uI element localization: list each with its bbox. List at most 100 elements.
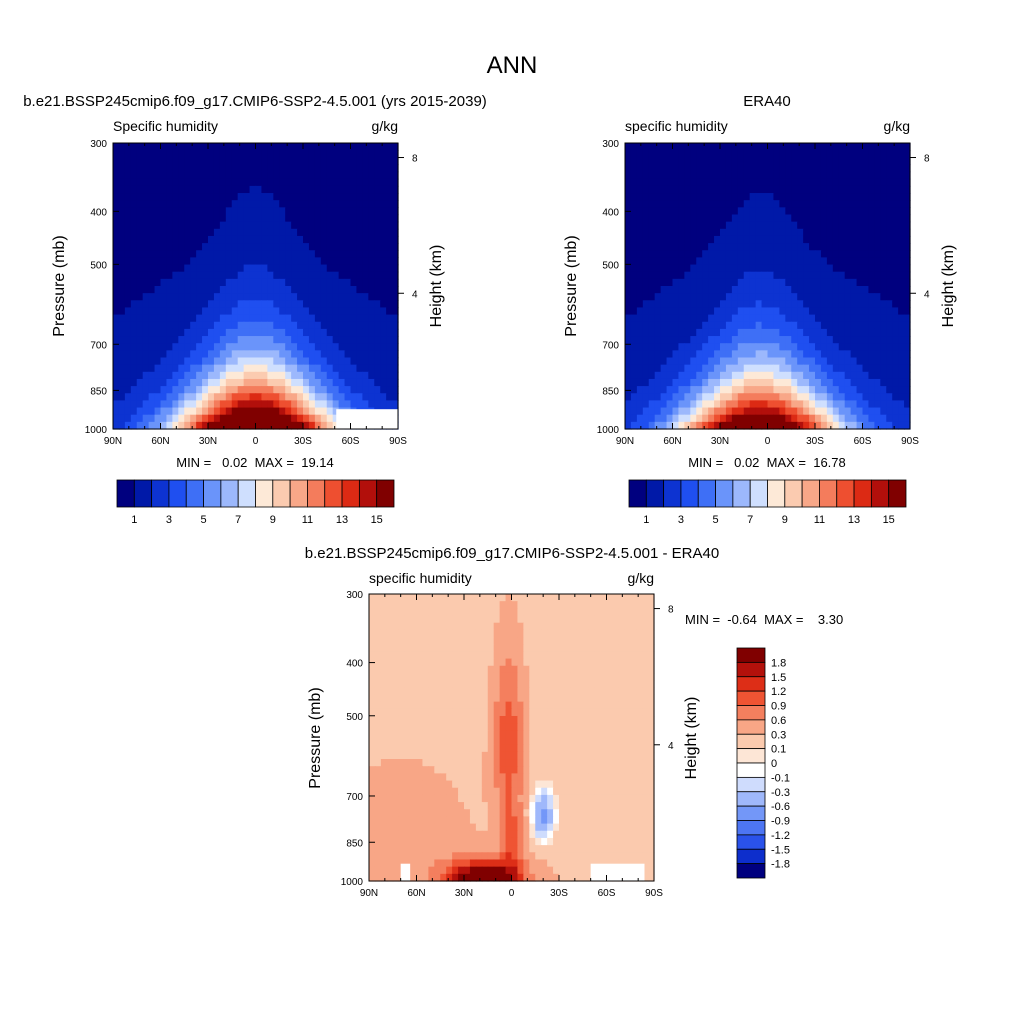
contour-cell [844, 221, 852, 230]
contour-cell [625, 421, 632, 430]
contour-cell [820, 243, 828, 251]
contour-cell [255, 343, 263, 351]
contour-cell [118, 400, 126, 409]
contour-cell [255, 414, 263, 423]
contour-cell [826, 386, 834, 394]
y2-tick-label: 8 [412, 154, 418, 165]
contour-cell [654, 400, 662, 409]
contour-cell [344, 214, 352, 223]
contour-cell [231, 393, 239, 401]
contour-cell [219, 414, 227, 423]
contour-cell [297, 193, 304, 201]
contour-cell [523, 644, 530, 652]
contour-cell [332, 250, 340, 258]
contour-cell [130, 235, 138, 244]
contour-cell [332, 157, 340, 166]
contour-cell [725, 364, 733, 373]
contour-cell [856, 200, 864, 208]
contour-cell [559, 629, 566, 638]
contour-cell [160, 378, 168, 387]
contour-cell [285, 386, 292, 394]
contour-cell [838, 157, 846, 166]
contour-cell [529, 708, 536, 717]
contour-cell [660, 364, 668, 373]
contour-cell [255, 150, 263, 158]
contour-cell [678, 193, 685, 201]
contour-cell [392, 723, 400, 731]
contour-cell [630, 143, 638, 151]
contour-cell [267, 164, 274, 173]
contour-cell [803, 350, 810, 359]
contour-cell [279, 314, 286, 323]
contour-cell [535, 651, 542, 660]
contour-cell [737, 314, 745, 323]
contour-cell [208, 300, 215, 309]
contour-cell [511, 672, 519, 681]
contour-cell [553, 637, 560, 645]
contour-cell [820, 157, 828, 166]
contour-cell [749, 193, 757, 201]
contour-cell [714, 257, 721, 266]
contour-cell [844, 328, 852, 337]
contour-cell [850, 278, 858, 287]
contour-cell [219, 336, 227, 344]
contour-cell [761, 271, 769, 280]
contour-cell [208, 307, 215, 316]
contour-cell [255, 250, 263, 258]
contour-cell [243, 193, 251, 201]
contour-cell [731, 307, 739, 316]
contour-cell [761, 214, 769, 223]
contour-cell [636, 708, 643, 717]
contour-cell [832, 393, 840, 401]
contour-cell [838, 264, 846, 273]
contour-cell [452, 680, 459, 688]
contour-cell [725, 278, 733, 287]
contour-cell [291, 264, 298, 273]
contour-cell [428, 644, 435, 652]
contour-cell [374, 730, 382, 739]
contour-cell [832, 264, 840, 273]
contour-cell [624, 687, 631, 696]
contour-cell [625, 393, 632, 401]
contour-cell [767, 250, 775, 258]
contour-cell [862, 228, 870, 237]
contour-cell [113, 371, 120, 380]
contour-cell [374, 314, 381, 323]
contour-cell [291, 171, 298, 180]
contour-cell [630, 221, 638, 230]
contour-cell [369, 608, 376, 617]
contour-cell [832, 378, 840, 387]
contour-cell [797, 421, 804, 430]
contour-cell [767, 143, 775, 151]
contour-cell [178, 207, 185, 216]
contour-cell [844, 350, 852, 359]
contour-cell [273, 257, 280, 266]
contour-cell [606, 622, 614, 631]
contour-cell [350, 371, 358, 380]
contour-cell [118, 343, 126, 351]
contour-cell [243, 214, 251, 223]
contour-cell [166, 321, 173, 330]
contour-cell [386, 629, 394, 638]
contour-cell [767, 221, 775, 230]
contour-cell [642, 193, 650, 201]
contour-cell [743, 307, 751, 316]
contour-cell [326, 243, 334, 251]
contour-cell [369, 694, 376, 703]
contour-cell [273, 286, 280, 294]
contour-cell [588, 723, 596, 731]
contour-cell [761, 364, 769, 373]
contour-cell [708, 343, 715, 351]
contour-cell [791, 221, 798, 230]
contour-cell [356, 150, 363, 158]
contour-cell [267, 243, 274, 251]
contour-cell [404, 651, 412, 660]
contour-cell [344, 307, 352, 316]
contour-cell [600, 694, 608, 703]
contour-cell [517, 594, 524, 602]
contour-cell [273, 421, 280, 430]
contour-cell [380, 307, 387, 316]
contour-cell [118, 235, 126, 244]
contour-cell [654, 357, 662, 366]
contour-cell [225, 157, 233, 166]
